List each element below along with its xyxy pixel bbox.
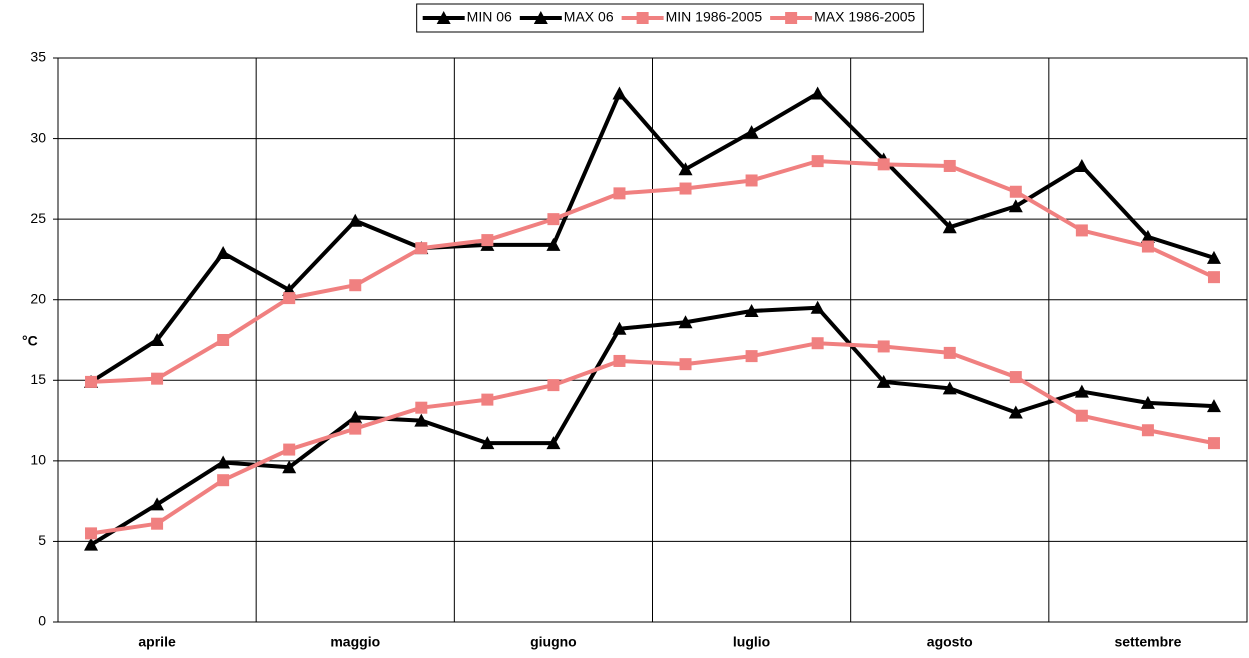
marker	[85, 527, 98, 540]
marker	[612, 321, 627, 335]
marker	[678, 315, 693, 329]
y-tick-label: 20	[30, 290, 46, 306]
legend-label: MAX 1986-2005	[814, 9, 915, 25]
marker	[349, 279, 362, 292]
x-tick-label: settembre	[1114, 634, 1181, 650]
marker	[1074, 384, 1089, 398]
series-line	[89, 305, 1215, 547]
marker	[415, 242, 428, 255]
marker	[1009, 185, 1022, 198]
marker	[745, 174, 758, 187]
marker	[151, 517, 164, 530]
marker	[1074, 158, 1089, 172]
marker	[349, 422, 362, 435]
marker	[85, 375, 98, 388]
marker	[1008, 199, 1023, 213]
x-tick-label: maggio	[330, 634, 380, 650]
legend-marker	[636, 12, 649, 24]
marker	[744, 125, 759, 139]
marker	[942, 220, 957, 234]
marker	[480, 436, 495, 450]
y-tick-label: 10	[30, 452, 46, 468]
marker	[217, 474, 230, 487]
marker	[810, 86, 825, 100]
x-tick-label: giugno	[530, 634, 577, 650]
marker	[1206, 250, 1221, 264]
y-tick-label: 0	[38, 613, 46, 629]
marker	[1008, 405, 1023, 419]
marker	[613, 354, 626, 367]
y-tick-label: 35	[30, 49, 46, 65]
series-line	[90, 341, 1215, 536]
legend-box	[416, 3, 924, 33]
marker	[216, 245, 231, 259]
marker	[1009, 371, 1022, 384]
marker	[348, 213, 363, 227]
marker	[678, 162, 693, 176]
y-tick-label: 30	[30, 129, 46, 145]
marker	[1075, 224, 1088, 237]
marker	[876, 374, 891, 388]
marker	[745, 350, 758, 363]
marker	[877, 158, 890, 171]
marker	[811, 337, 824, 350]
marker	[613, 187, 626, 200]
marker	[1075, 409, 1088, 422]
marker	[1141, 424, 1154, 437]
legend-label: MIN 06	[467, 9, 512, 25]
marker	[679, 358, 692, 371]
marker	[84, 537, 99, 551]
marker	[414, 413, 429, 427]
marker	[151, 372, 164, 385]
marker	[679, 182, 692, 195]
marker	[481, 234, 494, 247]
marker	[943, 159, 956, 172]
marker	[1140, 229, 1155, 243]
marker	[546, 237, 561, 251]
y-tick-label: 15	[30, 371, 46, 387]
y-axis-label: °C	[22, 333, 38, 349]
x-tick-label: agosto	[927, 634, 973, 650]
marker	[1207, 437, 1220, 450]
legend-label: MAX 06	[564, 9, 614, 25]
marker	[150, 497, 165, 511]
marker	[547, 379, 560, 392]
marker	[1206, 399, 1221, 413]
marker	[942, 381, 957, 395]
marker	[283, 292, 296, 305]
y-tick-label: 5	[38, 532, 46, 548]
marker	[1140, 395, 1155, 409]
marker	[744, 303, 759, 317]
marker	[415, 401, 428, 414]
marker	[943, 346, 956, 359]
marker	[811, 155, 824, 168]
marker	[612, 86, 627, 100]
marker	[283, 443, 296, 456]
legend-marker	[436, 11, 451, 24]
marker	[150, 333, 165, 346]
marker	[1207, 271, 1220, 284]
marker	[348, 410, 363, 424]
marker	[1141, 240, 1154, 253]
marker	[481, 393, 494, 406]
legend-marker	[785, 12, 798, 24]
marker	[547, 213, 560, 226]
marker	[216, 455, 231, 469]
x-tick-label: luglio	[733, 634, 770, 650]
marker	[217, 334, 230, 346]
marker	[546, 436, 561, 450]
marker	[810, 300, 825, 314]
marker	[282, 460, 297, 474]
y-tick-label: 25	[30, 210, 46, 226]
series-line	[90, 159, 1215, 384]
x-tick-label: aprile	[138, 634, 176, 650]
legend-label: MIN 1986-2005	[666, 9, 763, 25]
marker	[877, 340, 890, 353]
legend-marker	[533, 11, 548, 24]
